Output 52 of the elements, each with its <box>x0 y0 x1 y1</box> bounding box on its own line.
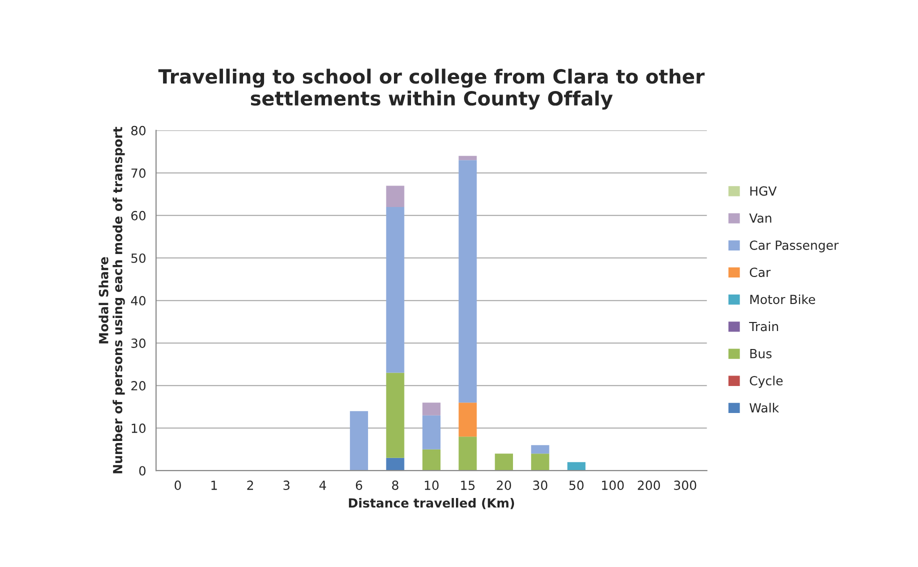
bar <box>386 458 404 471</box>
x-tick-label: 50 <box>569 480 584 490</box>
bar <box>458 160 477 403</box>
x-tick-label: 30 <box>533 480 548 490</box>
y-axis-title: Modal Share Number of persons using each mode of transport <box>98 126 125 474</box>
y-tick-label: 20 <box>131 381 146 390</box>
x-tick-label: 2 <box>247 480 253 490</box>
x-tick-label: 1 <box>211 480 217 490</box>
y-tick-label: 0 <box>139 466 146 476</box>
x-tick-label: 0 <box>174 480 181 490</box>
x-tick-label: 300 <box>674 480 696 490</box>
bar <box>386 372 404 458</box>
chart-title: Travelling to school or college from Clara to other settlements within County Offaly <box>158 68 705 110</box>
bar <box>422 415 441 450</box>
x-tick-label: 3 <box>283 480 290 490</box>
y-tick-label: 10 <box>132 424 146 434</box>
legend-label: Cycle <box>750 376 783 388</box>
y-tick-label: 80 <box>131 126 146 136</box>
bar <box>350 411 368 471</box>
x-tick-label: 10 <box>424 480 439 490</box>
bar <box>531 454 550 471</box>
y-tick-label: 50 <box>131 253 146 263</box>
x-axis-title: Distance travelled (Km) <box>348 498 514 510</box>
legend-label: Bus <box>750 349 772 358</box>
x-tick-label: 15 <box>461 480 475 490</box>
bar <box>422 402 441 416</box>
legend-label: Walk <box>750 402 780 413</box>
x-tick-label: 8 <box>392 480 398 490</box>
bar <box>386 206 404 373</box>
legend-label: Car <box>750 268 771 278</box>
bar <box>422 449 441 471</box>
y-tick-label: 70 <box>131 168 146 178</box>
x-tick-label: 20 <box>496 480 512 490</box>
bar <box>386 186 404 207</box>
bar <box>458 402 477 437</box>
bar <box>494 454 513 471</box>
legend-label: HGV <box>750 186 777 196</box>
x-tick-label: 6 <box>356 480 362 490</box>
x-tick-label: 4 <box>319 480 326 490</box>
legend-label: Van <box>749 214 772 223</box>
y-tick-label: 60 <box>131 210 146 220</box>
legend-label: Car Passenger <box>750 240 839 252</box>
x-tick-label: 200 <box>638 480 660 490</box>
bar <box>458 436 477 471</box>
legend-label: Motor Bike <box>750 294 816 304</box>
y-tick-label: 40 <box>131 296 146 306</box>
x-tick-label: 100 <box>602 480 624 490</box>
bar <box>458 156 477 160</box>
bar <box>531 445 550 454</box>
y-tick-label: 30 <box>131 338 146 348</box>
bar <box>567 462 586 471</box>
legend-label: Train <box>749 322 778 332</box>
